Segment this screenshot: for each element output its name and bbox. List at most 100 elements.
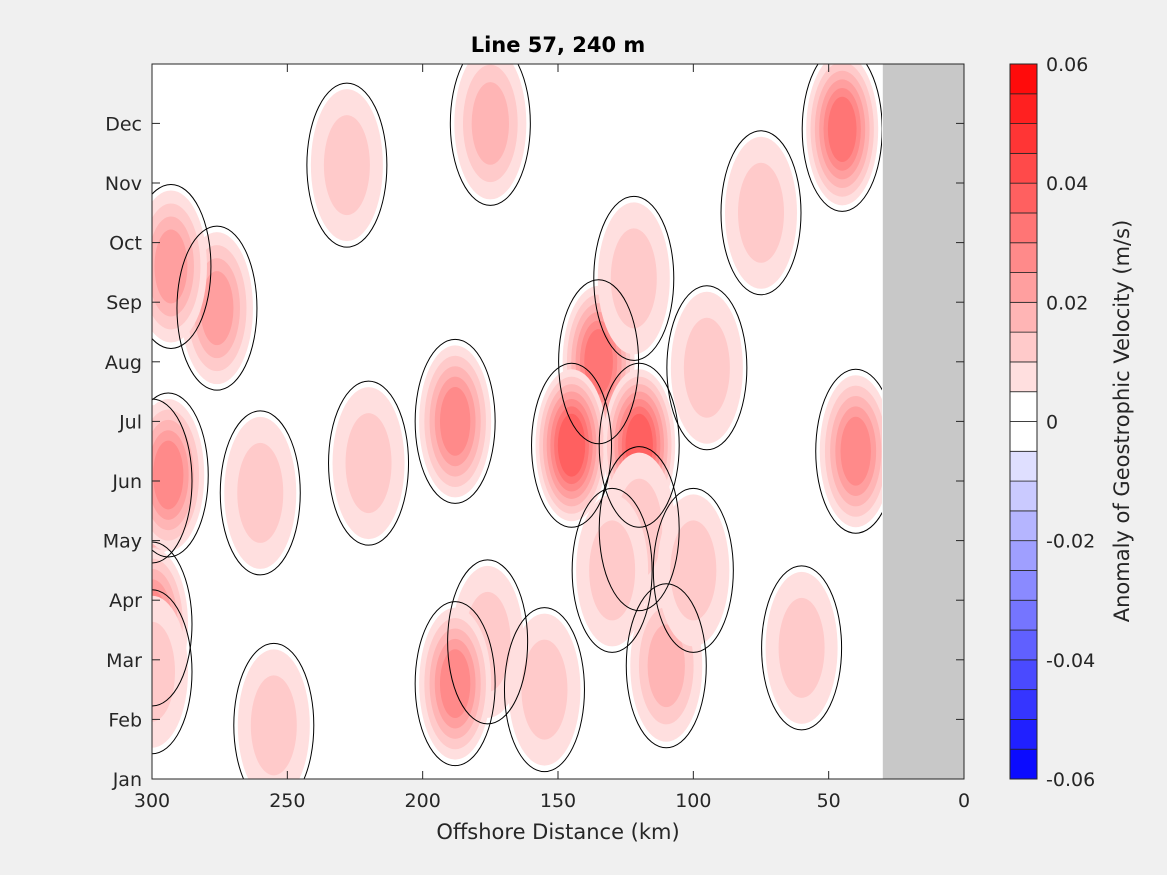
colorbar-level — [1009, 331, 1038, 363]
colorbar-level — [1009, 242, 1038, 273]
contour-level — [439, 387, 471, 456]
y-tick-label: Jun — [111, 471, 142, 493]
colorbar-level — [1009, 182, 1038, 214]
contour-feature — [657, 494, 730, 647]
colorbar-level — [1009, 450, 1038, 482]
zero-contour — [328, 380, 410, 546]
zero-contour — [152, 541, 193, 707]
contour-level — [439, 649, 471, 719]
contour-fill — [152, 64, 882, 779]
contour-feature — [454, 64, 527, 200]
colorbar-level — [1009, 629, 1038, 661]
colorbar-level — [1009, 301, 1038, 333]
zero-contour — [625, 583, 707, 749]
zero-contour — [447, 559, 529, 725]
colorbar-level — [1009, 659, 1038, 691]
colorbar: 0.06 0.04 0.02 0 -0.02 -0.04 -0.06 — [1009, 54, 1095, 791]
contour-level — [610, 228, 657, 329]
colorbar-level — [1009, 152, 1038, 184]
colorbar-label: Anomaly of Geostrophic Velocity (m/s) — [1110, 220, 1134, 623]
y-tick-label: Jan — [112, 769, 142, 791]
contour-feature — [152, 595, 188, 748]
contour-level — [152, 621, 175, 722]
contour-level — [521, 639, 568, 740]
zero-contour — [571, 487, 653, 653]
zero-contour — [558, 279, 640, 445]
x-axis-label: Offshore Distance (km) — [436, 820, 679, 844]
contour-level — [683, 317, 730, 418]
contour-level — [153, 440, 184, 510]
zero-contour — [414, 338, 496, 504]
contour-level — [778, 597, 825, 698]
zero-contour — [152, 398, 193, 564]
colorbar-level — [1009, 391, 1038, 422]
contour-feature — [310, 89, 383, 242]
colorbar-level — [1009, 480, 1038, 512]
colorbar-level — [1009, 510, 1038, 542]
y-tick-label: Oct — [109, 233, 142, 255]
zero-contour — [593, 195, 675, 361]
zero-contour — [233, 642, 315, 779]
zero-contour — [503, 607, 585, 773]
contour-feature — [806, 64, 879, 206]
contour-feature — [237, 649, 310, 779]
contour-feature — [576, 494, 649, 647]
contour-level — [589, 520, 636, 621]
contour-level — [584, 329, 613, 395]
contour-level — [647, 624, 685, 708]
contour-feature — [332, 387, 405, 540]
colorbar-tick-label: -0.04 — [1046, 650, 1095, 672]
colorbar-tick-label: 0.02 — [1046, 292, 1088, 314]
colorbar-level — [1009, 570, 1038, 601]
contour-level — [237, 442, 284, 543]
colorbar-level — [1009, 599, 1038, 631]
colorbar-level — [1009, 748, 1038, 780]
colorbar-level — [1009, 719, 1038, 750]
zero-contour — [152, 183, 212, 349]
zero-contour — [720, 130, 802, 296]
x-tick-label: 300 — [134, 790, 170, 812]
contour-feature — [535, 369, 608, 522]
zero-contour — [152, 392, 209, 558]
colorbar-tick-label: 0 — [1046, 412, 1058, 434]
y-tick-label: Feb — [108, 709, 142, 731]
zero-contour — [306, 82, 388, 248]
zero-contour — [414, 601, 496, 767]
contour-level — [323, 115, 370, 216]
chart-title: Line 57, 240 m — [471, 33, 646, 57]
colorbar-tick-label: 0.04 — [1046, 173, 1088, 195]
contour-level — [827, 96, 857, 163]
contour-feature — [597, 202, 670, 355]
zero-contour — [815, 368, 882, 534]
colorbar-frame — [1009, 63, 1038, 780]
colorbar-tick-label: -0.02 — [1046, 531, 1095, 553]
zero-contour — [801, 64, 882, 212]
contour-level — [250, 675, 297, 776]
zero-contour — [598, 362, 680, 528]
colorbar-level — [1009, 272, 1038, 303]
contour-feature — [224, 416, 297, 569]
y-tick-label: Jul — [118, 411, 142, 433]
zero-contour — [152, 589, 193, 755]
contour-feature — [419, 607, 492, 760]
zero-contour — [531, 362, 613, 528]
contour-feature — [725, 136, 797, 289]
zero-contour — [761, 565, 843, 731]
contour-feature — [152, 190, 207, 343]
colorbar-tick-label: 0.06 — [1046, 54, 1088, 76]
x-axis: 300 250 200 150 100 50 0 — [134, 64, 970, 812]
contour-feature — [819, 375, 882, 528]
y-tick-label: Aug — [105, 352, 142, 374]
contour-level — [200, 271, 234, 346]
zero-contour — [449, 64, 531, 206]
colorbar-tick-label: -0.06 — [1046, 769, 1095, 791]
x-tick-label: 200 — [405, 790, 441, 812]
zero-contour — [598, 446, 680, 612]
contour-feature — [765, 571, 838, 724]
contour-level — [557, 413, 586, 477]
colorbar-level — [1009, 421, 1038, 452]
x-tick-label: 50 — [817, 790, 841, 812]
zero-contour — [666, 285, 748, 451]
contour-level — [840, 416, 871, 486]
x-tick-label: 150 — [540, 790, 576, 812]
